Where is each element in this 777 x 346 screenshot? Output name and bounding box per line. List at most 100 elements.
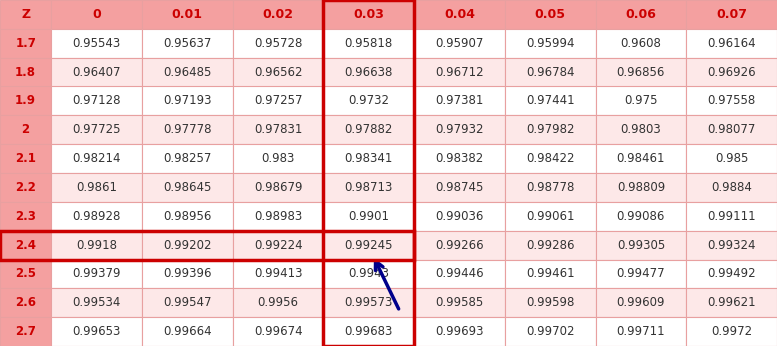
Bar bbox=[0, 86, 51, 115]
Bar bbox=[323, 0, 414, 346]
Text: 0.99446: 0.99446 bbox=[435, 267, 484, 280]
Text: 0.95728: 0.95728 bbox=[254, 37, 302, 50]
Bar bbox=[323, 173, 414, 202]
Text: 0.97932: 0.97932 bbox=[435, 123, 484, 136]
Text: 0.983: 0.983 bbox=[261, 152, 294, 165]
Bar bbox=[142, 0, 232, 29]
Text: Z: Z bbox=[21, 8, 30, 21]
Bar bbox=[595, 173, 686, 202]
Text: 0.98713: 0.98713 bbox=[344, 181, 393, 194]
Text: 0.9918: 0.9918 bbox=[76, 239, 117, 252]
Bar bbox=[51, 0, 142, 29]
Text: 2.6: 2.6 bbox=[15, 296, 37, 309]
Bar bbox=[686, 260, 777, 288]
Bar bbox=[323, 144, 414, 173]
Text: 0.99547: 0.99547 bbox=[163, 296, 211, 309]
Bar bbox=[232, 0, 323, 29]
Bar bbox=[0, 317, 51, 346]
Bar bbox=[232, 317, 323, 346]
Text: 0.98745: 0.98745 bbox=[435, 181, 483, 194]
Bar bbox=[0, 260, 51, 288]
Bar bbox=[686, 317, 777, 346]
Text: 0.95543: 0.95543 bbox=[72, 37, 120, 50]
Text: 0.99674: 0.99674 bbox=[254, 325, 302, 338]
Text: 0.99379: 0.99379 bbox=[72, 267, 121, 280]
Bar bbox=[595, 58, 686, 86]
Bar bbox=[414, 144, 505, 173]
Bar bbox=[51, 144, 142, 173]
Text: 0.99266: 0.99266 bbox=[435, 239, 484, 252]
Text: 0.97882: 0.97882 bbox=[344, 123, 393, 136]
Bar bbox=[686, 202, 777, 231]
Text: 0.9956: 0.9956 bbox=[257, 296, 298, 309]
Bar bbox=[142, 144, 232, 173]
Text: 0.97257: 0.97257 bbox=[254, 94, 302, 107]
Bar bbox=[323, 29, 414, 58]
Bar bbox=[686, 0, 777, 29]
Text: 0.99653: 0.99653 bbox=[72, 325, 120, 338]
Bar bbox=[323, 231, 414, 260]
Bar bbox=[595, 29, 686, 58]
Bar bbox=[505, 202, 595, 231]
Bar bbox=[232, 86, 323, 115]
Bar bbox=[232, 144, 323, 173]
Text: 0.99477: 0.99477 bbox=[617, 267, 665, 280]
Bar bbox=[323, 202, 414, 231]
Bar bbox=[232, 231, 323, 260]
Text: 1.9: 1.9 bbox=[15, 94, 37, 107]
Bar bbox=[142, 288, 232, 317]
Text: 0.96485: 0.96485 bbox=[163, 66, 211, 79]
Bar bbox=[51, 288, 142, 317]
Text: 0.03: 0.03 bbox=[354, 8, 384, 21]
Bar bbox=[0, 144, 51, 173]
Text: 0.98077: 0.98077 bbox=[707, 123, 756, 136]
Bar bbox=[414, 58, 505, 86]
Text: 0.97778: 0.97778 bbox=[163, 123, 211, 136]
Bar bbox=[0, 115, 51, 144]
Bar bbox=[51, 173, 142, 202]
Bar bbox=[686, 29, 777, 58]
Bar bbox=[414, 115, 505, 144]
Text: 0.96638: 0.96638 bbox=[344, 66, 393, 79]
Text: 2.3: 2.3 bbox=[16, 210, 36, 223]
Bar bbox=[232, 202, 323, 231]
Bar bbox=[414, 0, 505, 29]
Text: 0.96164: 0.96164 bbox=[707, 37, 756, 50]
Text: 0.98382: 0.98382 bbox=[435, 152, 483, 165]
Bar bbox=[0, 0, 51, 29]
Text: 0.99573: 0.99573 bbox=[344, 296, 393, 309]
Bar bbox=[505, 144, 595, 173]
Bar bbox=[505, 115, 595, 144]
Text: 0.97831: 0.97831 bbox=[254, 123, 302, 136]
Bar bbox=[142, 29, 232, 58]
Bar bbox=[414, 317, 505, 346]
Text: 0.98679: 0.98679 bbox=[254, 181, 302, 194]
Bar bbox=[686, 231, 777, 260]
Text: 0.99461: 0.99461 bbox=[526, 267, 574, 280]
Bar bbox=[505, 86, 595, 115]
Bar bbox=[686, 86, 777, 115]
Bar bbox=[142, 260, 232, 288]
Text: 0.99224: 0.99224 bbox=[254, 239, 302, 252]
Bar bbox=[595, 231, 686, 260]
Text: 0.9732: 0.9732 bbox=[348, 94, 389, 107]
Text: 0.99413: 0.99413 bbox=[254, 267, 302, 280]
Bar bbox=[51, 202, 142, 231]
Bar bbox=[232, 58, 323, 86]
Text: 0.95637: 0.95637 bbox=[163, 37, 211, 50]
Bar bbox=[323, 115, 414, 144]
Text: 0.95818: 0.95818 bbox=[345, 37, 393, 50]
Text: 0.97381: 0.97381 bbox=[435, 94, 483, 107]
Bar bbox=[51, 317, 142, 346]
Text: 0: 0 bbox=[92, 8, 101, 21]
Bar bbox=[505, 58, 595, 86]
Text: 0.97558: 0.97558 bbox=[708, 94, 756, 107]
Bar bbox=[505, 288, 595, 317]
Text: 2.4: 2.4 bbox=[15, 239, 37, 252]
Bar bbox=[686, 288, 777, 317]
Bar bbox=[414, 86, 505, 115]
Text: 0.96562: 0.96562 bbox=[254, 66, 302, 79]
Text: 0.96926: 0.96926 bbox=[707, 66, 756, 79]
Text: 0.99202: 0.99202 bbox=[163, 239, 211, 252]
Bar bbox=[686, 115, 777, 144]
